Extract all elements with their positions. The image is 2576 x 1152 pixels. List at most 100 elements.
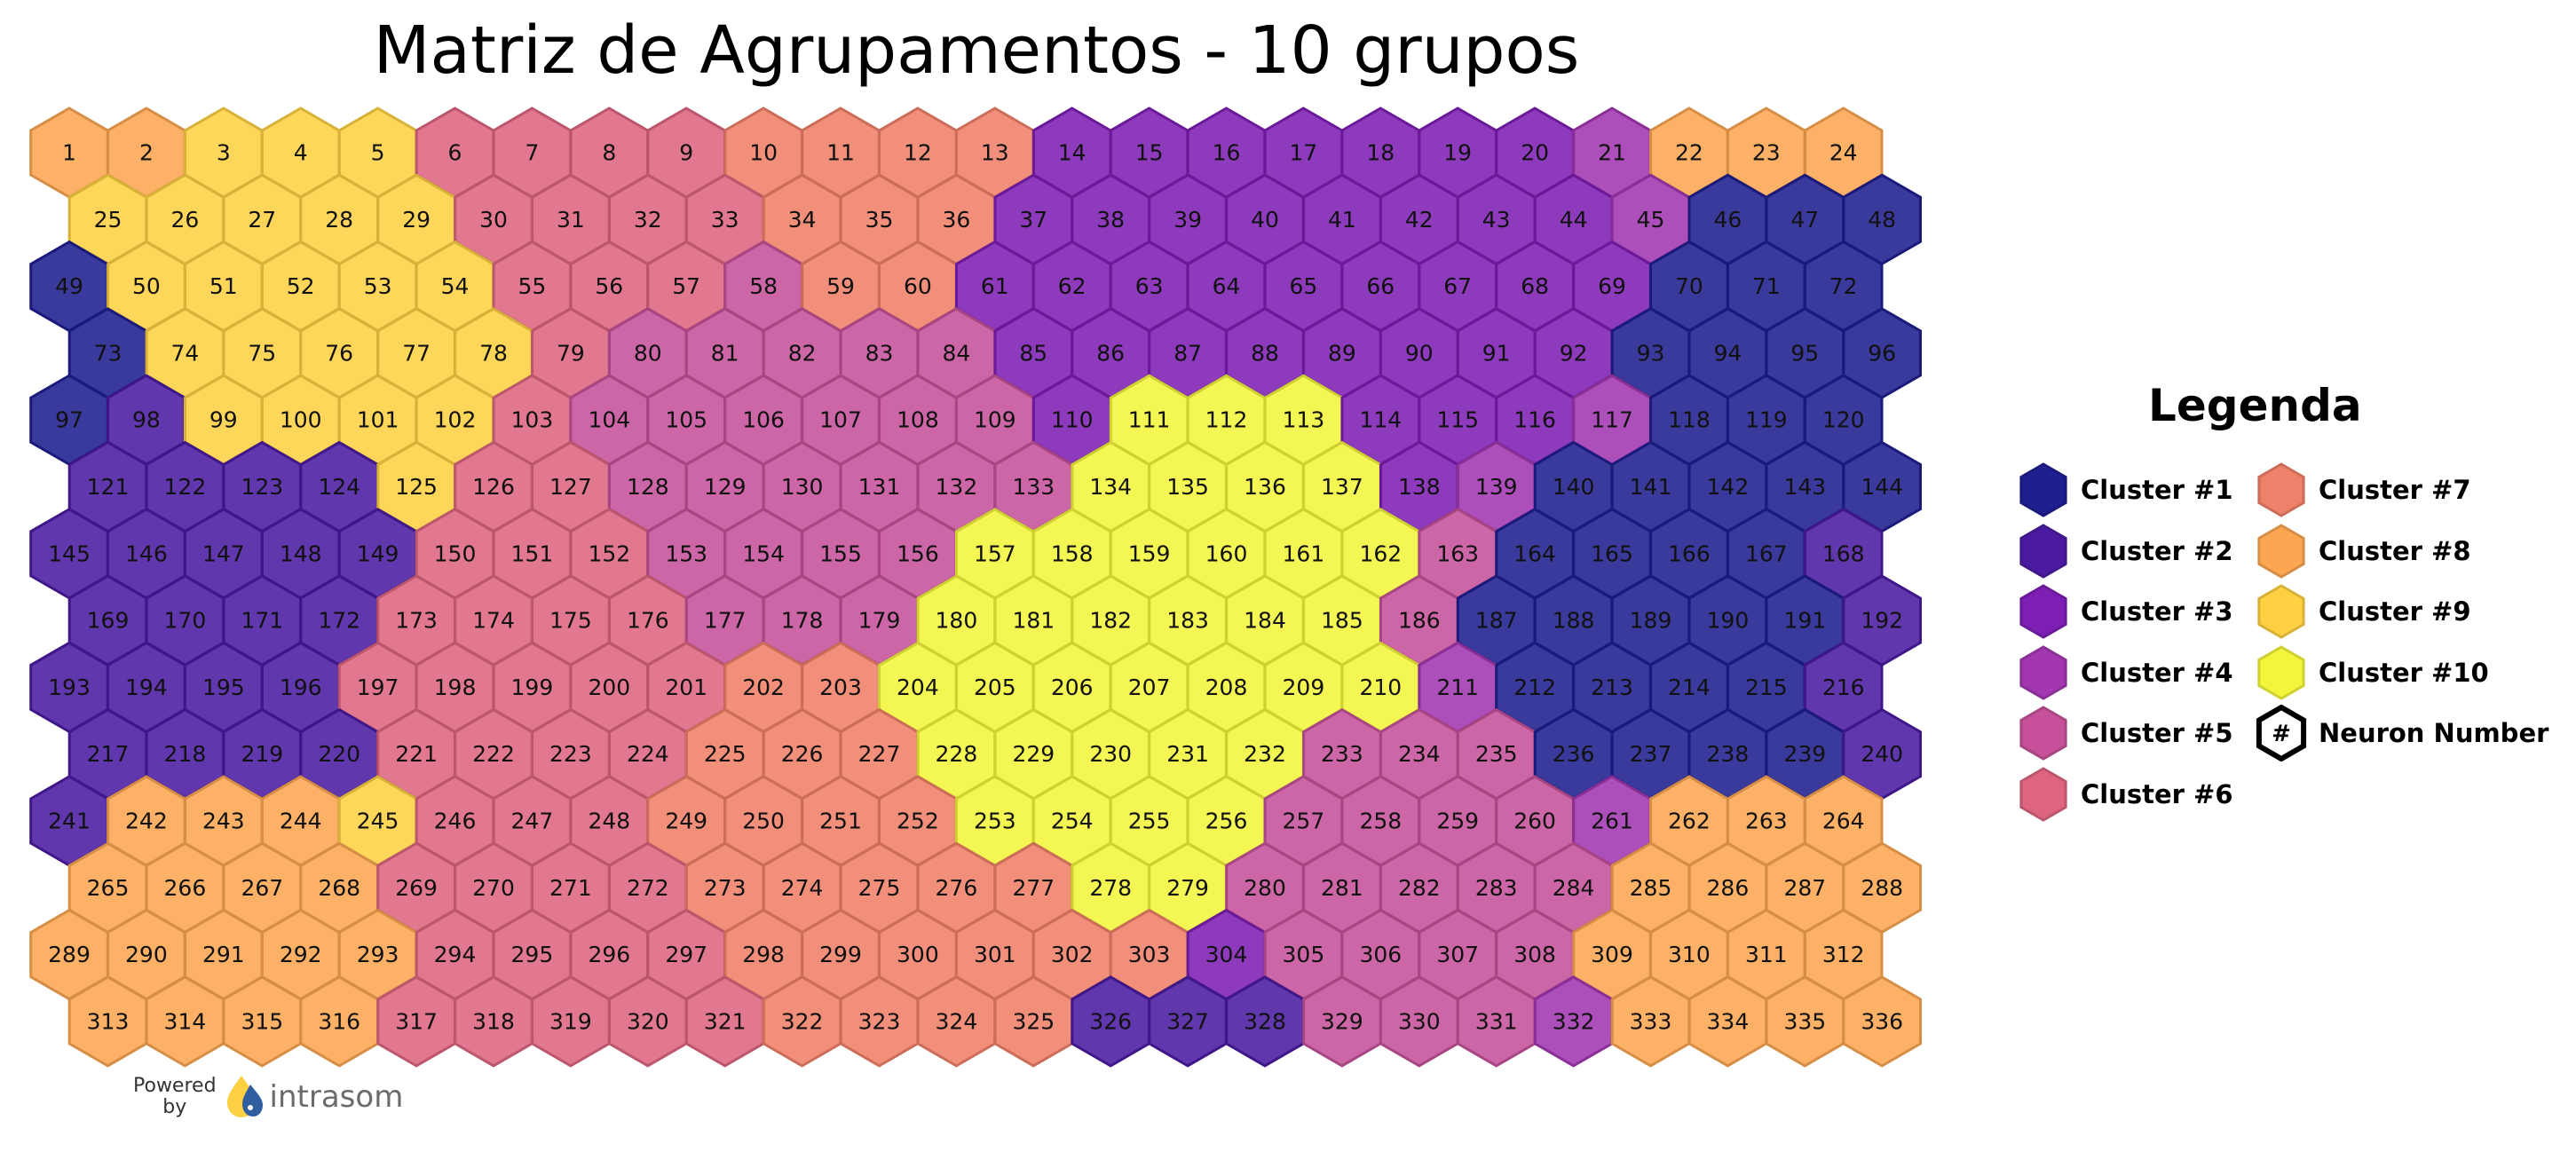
neuron-cell: 294 bbox=[415, 908, 495, 1001]
neuron-number: 276 bbox=[936, 875, 978, 901]
legend-item: Cluster #5 bbox=[2015, 705, 2233, 761]
neuron-number: 106 bbox=[742, 407, 785, 433]
neuron-number: 80 bbox=[634, 340, 662, 366]
neuron-number: 35 bbox=[865, 207, 894, 233]
neuron-number: 51 bbox=[209, 273, 238, 299]
legend-label: Cluster #10 bbox=[2319, 657, 2489, 688]
neuron-number: 168 bbox=[1822, 540, 1865, 566]
neuron-number: 198 bbox=[434, 675, 477, 700]
neuron-number: 296 bbox=[588, 942, 630, 967]
neuron-cell: 319 bbox=[531, 975, 611, 1068]
neuron-cell: 59 bbox=[801, 240, 881, 333]
neuron-number: 56 bbox=[595, 273, 623, 299]
neuron-number: 183 bbox=[1166, 608, 1209, 634]
neuron-number: 244 bbox=[280, 809, 322, 834]
neuron-number: 57 bbox=[672, 273, 700, 299]
neuron-number: 256 bbox=[1205, 809, 1248, 834]
neuron-number: 81 bbox=[711, 340, 739, 366]
neuron-number: 140 bbox=[1553, 474, 1595, 500]
neuron-number: 93 bbox=[1637, 340, 1665, 366]
neuron-number: 211 bbox=[1436, 675, 1479, 700]
neuron-number: 189 bbox=[1630, 608, 1672, 634]
neuron-cell: 174 bbox=[454, 574, 533, 667]
neuron-number: 73 bbox=[94, 340, 122, 366]
neuron-cell: 215 bbox=[1727, 641, 1806, 734]
neuron-number: 9 bbox=[679, 140, 693, 166]
neuron-number: 47 bbox=[1790, 207, 1819, 233]
neuron-number: 174 bbox=[472, 608, 515, 634]
neuron-cell: 277 bbox=[993, 841, 1074, 935]
neuron-cell: 51 bbox=[184, 240, 264, 333]
neuron-number: 13 bbox=[981, 140, 1009, 166]
neuron-number: 290 bbox=[125, 942, 168, 967]
neuron-number: 41 bbox=[1328, 207, 1356, 233]
neuron-cell: 324 bbox=[916, 975, 997, 1068]
neuron-number: 227 bbox=[858, 741, 901, 767]
neuron-number: 162 bbox=[1359, 540, 1402, 566]
neuron-cell: 308 bbox=[1495, 908, 1575, 1001]
neuron-number: 251 bbox=[819, 809, 862, 834]
neuron-number: 161 bbox=[1283, 540, 1325, 566]
neuron-number: 126 bbox=[472, 474, 515, 500]
neuron-number: 274 bbox=[781, 875, 824, 901]
neuron-cell: 117 bbox=[1572, 374, 1652, 466]
neuron-number: 250 bbox=[742, 809, 785, 834]
neuron-number: 58 bbox=[749, 273, 778, 299]
neuron-number: 19 bbox=[1443, 140, 1472, 166]
neuron-number: 281 bbox=[1321, 875, 1363, 901]
neuron-number: 235 bbox=[1475, 741, 1518, 767]
neuron-number: 160 bbox=[1205, 540, 1248, 566]
neuron-number: 95 bbox=[1790, 340, 1819, 366]
powered-line: Powered bbox=[133, 1075, 217, 1097]
neuron-number: 197 bbox=[357, 675, 399, 700]
neuron-number: 101 bbox=[357, 407, 399, 433]
neuron-number: 284 bbox=[1553, 875, 1595, 901]
legend-label: Cluster #3 bbox=[2081, 596, 2233, 627]
neuron-number: 208 bbox=[1205, 675, 1248, 700]
neuron-cell: 199 bbox=[492, 641, 573, 734]
neuron-number: 217 bbox=[87, 741, 130, 767]
neuron-number: 158 bbox=[1051, 540, 1094, 566]
neuron-number: 262 bbox=[1668, 809, 1711, 834]
neuron-number: 69 bbox=[1598, 273, 1626, 299]
neuron-number: 138 bbox=[1398, 474, 1441, 500]
neuron-number: 28 bbox=[325, 207, 353, 233]
neuron-number: 299 bbox=[819, 942, 862, 967]
neuron-cell: 327 bbox=[1148, 975, 1228, 1068]
legend-label: Cluster #9 bbox=[2319, 596, 2471, 627]
neuron-number: 295 bbox=[511, 942, 554, 967]
neuron-number: 334 bbox=[1707, 1008, 1750, 1034]
legend-label: Cluster #1 bbox=[2081, 475, 2233, 505]
neuron-number: 30 bbox=[479, 207, 508, 233]
neuron-cell: 88 bbox=[1225, 307, 1305, 399]
legend-label: Cluster #7 bbox=[2319, 475, 2471, 505]
neuron-cell: 183 bbox=[1148, 574, 1228, 667]
legend-item: Cluster #7 bbox=[2253, 462, 2471, 518]
neuron-number: 5 bbox=[371, 140, 385, 166]
neuron-number: 200 bbox=[588, 675, 630, 700]
neuron-number: 239 bbox=[1783, 741, 1826, 767]
neuron-number: 146 bbox=[125, 540, 168, 566]
neuron-number: 190 bbox=[1707, 608, 1750, 634]
som-hex-grid: 1 2 3 4 5 6 7 8 9 10 11 12 13 14 15 16 17 18 19 20 21 22 23 242… bbox=[29, 107, 1922, 1068]
neuron-number: 272 bbox=[627, 875, 669, 901]
neuron-number: 243 bbox=[202, 809, 245, 834]
legend-label: Cluster #4 bbox=[2081, 657, 2233, 688]
neuron-number: 279 bbox=[1166, 875, 1209, 901]
neuron-number: 175 bbox=[549, 608, 592, 634]
neuron-number: 319 bbox=[549, 1008, 592, 1034]
neuron-number: 163 bbox=[1436, 540, 1479, 566]
neuron-number: 194 bbox=[125, 675, 168, 700]
neuron-cell: 205 bbox=[955, 641, 1035, 734]
neuron-number: 223 bbox=[549, 741, 592, 767]
neuron-number: 261 bbox=[1591, 809, 1633, 834]
neuron-number: 68 bbox=[1521, 273, 1549, 299]
neuron-cell: 285 bbox=[1610, 841, 1691, 935]
neuron-cell: 336 bbox=[1842, 975, 1922, 1068]
neuron-number: 103 bbox=[511, 407, 554, 433]
neuron-number: 16 bbox=[1213, 140, 1241, 166]
neuron-number: 332 bbox=[1553, 1008, 1595, 1034]
neuron-number: 199 bbox=[511, 675, 554, 700]
neuron-cell: 276 bbox=[916, 841, 997, 935]
neuron-number: 123 bbox=[241, 474, 283, 500]
